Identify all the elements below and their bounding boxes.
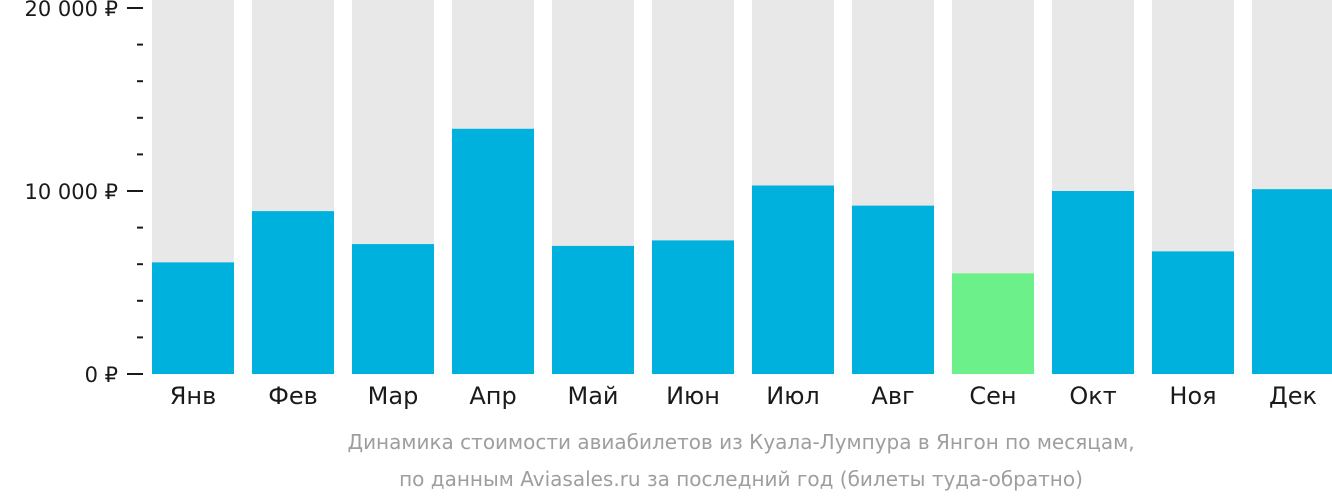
bar-4 bbox=[452, 128, 534, 374]
price-bar-chart: Янв Фев Мар Апр Май Июн Июл Авг Сен Окт Ноя Дек 0 ₽ 1… bbox=[24, 0, 1332, 410]
bar-12 bbox=[1252, 189, 1332, 374]
x-tick-label-12: Дек bbox=[1269, 382, 1317, 410]
x-tick-label-4: Апр bbox=[469, 382, 516, 410]
y-tick-label-2: 10 000 ₽ bbox=[24, 180, 118, 204]
bar-1 bbox=[152, 262, 234, 374]
bar-7 bbox=[752, 185, 834, 374]
x-tick-label-6: Июн bbox=[666, 382, 720, 410]
x-tick-label-3: Мар bbox=[368, 382, 419, 410]
x-tick-label-8: Авг bbox=[871, 382, 914, 410]
x-tick-label-5: Май bbox=[567, 382, 618, 410]
y-tick-label-3: 20 000 ₽ bbox=[24, 0, 118, 21]
bar-5 bbox=[552, 245, 634, 374]
bar-10 bbox=[1052, 191, 1134, 374]
bar-9 bbox=[952, 273, 1034, 374]
chart-caption-line-1: Динамика стоимости авиабилетов из Куала-… bbox=[347, 430, 1135, 454]
bar-6 bbox=[652, 240, 734, 374]
bar-11 bbox=[1152, 251, 1234, 374]
y-tick-label-1: 0 ₽ bbox=[85, 363, 118, 387]
x-tick-label-10: Окт bbox=[1069, 382, 1116, 410]
x-tick-label-11: Ноя bbox=[1169, 382, 1216, 410]
bar-8 bbox=[852, 205, 934, 374]
x-tick-label-1: Янв bbox=[170, 382, 217, 410]
bar-2 bbox=[252, 211, 334, 374]
x-tick-label-2: Фев bbox=[268, 382, 318, 410]
x-tick-label-7: Июл bbox=[766, 382, 820, 410]
x-tick-label-9: Сен bbox=[969, 382, 1016, 410]
bar-3 bbox=[352, 244, 434, 374]
chart-caption-line-2: по данным Aviasales.ru за последний год … bbox=[399, 467, 1083, 491]
